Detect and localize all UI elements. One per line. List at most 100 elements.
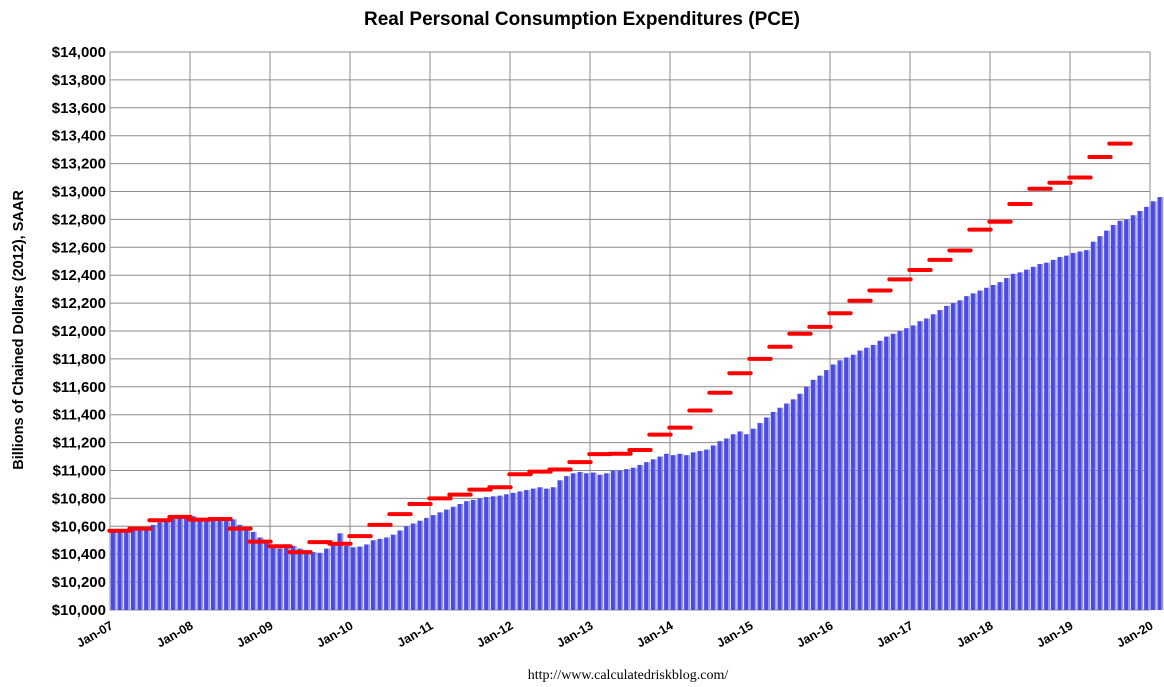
bar [830, 364, 835, 610]
bar [277, 548, 282, 610]
bar [1157, 197, 1162, 610]
bar-highlight [148, 527, 150, 610]
x-tick-label: Jan-09 [234, 618, 275, 650]
bar-highlight [1028, 269, 1030, 610]
bar-highlight [828, 370, 830, 610]
bar-highlight [314, 552, 317, 610]
bar-highlight [1048, 262, 1050, 610]
bar [1144, 206, 1149, 610]
bar [777, 407, 782, 610]
bar [217, 518, 222, 610]
bar [1044, 262, 1049, 610]
bar-highlight [288, 544, 290, 610]
bar [144, 527, 149, 610]
bar-highlight [1061, 257, 1064, 610]
x-tick-label: Jan-11 [395, 618, 436, 650]
bar-highlight [408, 526, 410, 610]
bar-highlight [821, 375, 824, 610]
bar-highlight [1081, 251, 1084, 611]
bar-highlight [514, 492, 517, 610]
bar [477, 498, 482, 610]
bar [957, 300, 962, 610]
bar [804, 386, 809, 610]
bar [697, 450, 702, 610]
bar-highlight [114, 531, 117, 610]
bar-highlight [708, 449, 710, 610]
bar [244, 529, 249, 610]
bar-highlight [481, 498, 484, 610]
bar [737, 431, 742, 610]
bar [904, 328, 909, 610]
bar [284, 544, 289, 610]
bar-highlight [1088, 250, 1090, 610]
bar-highlight [181, 516, 184, 610]
y-tick-label: $10,600 [52, 518, 106, 535]
bar [124, 530, 129, 610]
bar [604, 473, 609, 610]
y-tick-label: $10,400 [52, 546, 106, 563]
bar [550, 487, 555, 610]
bar-highlight [508, 494, 510, 610]
bar [324, 548, 329, 610]
bar-highlight [328, 548, 330, 610]
x-tick-label: Jan-14 [634, 618, 675, 650]
bar-highlight [934, 314, 937, 610]
bar-highlight [361, 546, 364, 610]
bar-highlight [1114, 224, 1117, 611]
bar-highlight [908, 328, 910, 610]
bar [310, 552, 315, 610]
bar-highlight [321, 552, 324, 610]
bar-highlight [834, 364, 837, 610]
bar [497, 495, 502, 610]
bar [724, 438, 729, 610]
bar [524, 490, 529, 610]
bar-highlight [588, 473, 590, 610]
bar [330, 544, 335, 610]
bar-highlight [981, 290, 984, 610]
bar [910, 325, 915, 610]
bar-highlight [748, 434, 750, 610]
bar-highlight [434, 515, 437, 610]
bar [970, 293, 975, 610]
y-tick-label: $11,600 [53, 379, 106, 396]
bar-highlight [341, 533, 344, 610]
bar-highlight [628, 469, 630, 610]
bar [237, 524, 242, 610]
bar [130, 529, 135, 610]
bar [630, 467, 635, 610]
bar [537, 487, 542, 610]
y-tick-label: $10,800 [52, 490, 106, 507]
bar-highlight [788, 403, 790, 610]
bar-highlight [1001, 282, 1004, 610]
bar [997, 282, 1002, 610]
bar-highlight [1121, 220, 1124, 611]
bar [117, 531, 122, 610]
bar-highlight [694, 452, 697, 610]
bar-highlight [381, 538, 384, 610]
bar-highlight [254, 531, 257, 610]
bar-highlight [1134, 215, 1137, 610]
x-tick-label: Jan-19 [1034, 618, 1075, 650]
bar [270, 545, 275, 610]
bar-highlight [528, 490, 530, 610]
source-url: http://www.calculatedriskblog.com/ [528, 668, 729, 683]
bar-highlight [248, 529, 250, 610]
bar-series [110, 197, 1164, 611]
bar [750, 428, 755, 610]
bar [1110, 224, 1115, 611]
bar [344, 545, 349, 610]
x-tick-label: Jan-08 [154, 618, 195, 650]
bar-highlight [894, 333, 897, 610]
bar [717, 441, 722, 610]
bar-highlight [714, 445, 717, 610]
bar-highlight [1108, 230, 1110, 610]
bar-highlight [421, 520, 424, 610]
y-axis-ticks: $10,000 $10,200 $10,400 $10,600 $10,800 $11,0… [52, 44, 106, 619]
bar-highlight [414, 523, 417, 610]
bar [590, 472, 595, 610]
bar-highlight [634, 467, 637, 610]
bar-highlight [1141, 211, 1144, 610]
bar [450, 506, 455, 610]
bar-highlight [188, 515, 190, 610]
bar-highlight [601, 474, 604, 610]
